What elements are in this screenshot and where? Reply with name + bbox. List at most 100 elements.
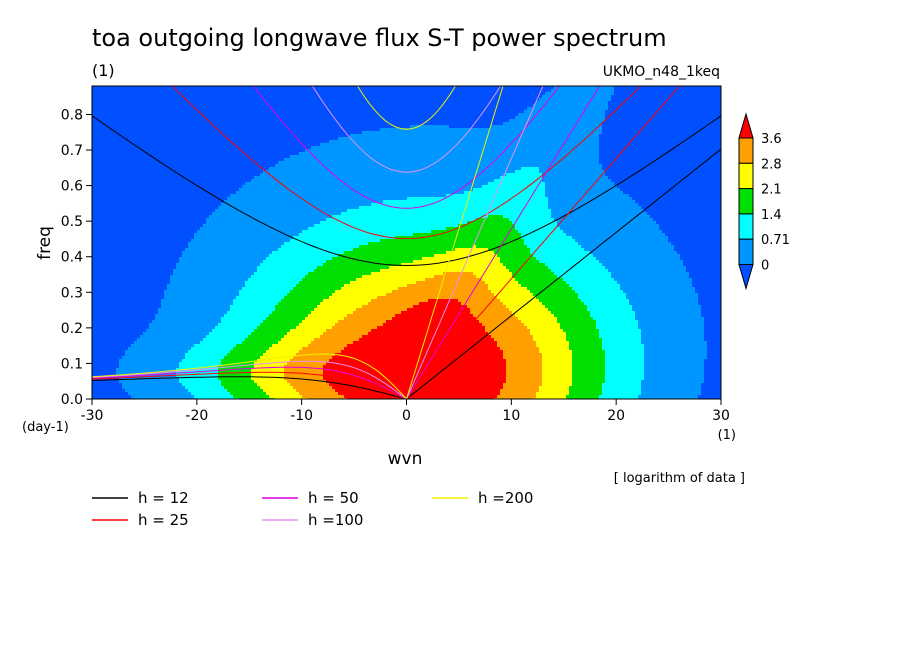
- contour-cell: [149, 122, 153, 126]
- contour-cell: [383, 137, 387, 141]
- contour-cell: [320, 86, 324, 90]
- contour-cell: [692, 89, 696, 93]
- contour-cell: [572, 113, 576, 117]
- contour-cell: [197, 89, 201, 93]
- contour-cell: [452, 152, 456, 156]
- contour-cell: [170, 107, 174, 111]
- contour-cell: [296, 107, 300, 111]
- contour-cell: [482, 149, 486, 153]
- contour-cell: [254, 143, 258, 147]
- contour-cell: [518, 122, 522, 126]
- contour-cell: [647, 146, 651, 150]
- contour-cell: [194, 125, 198, 129]
- contour-cell: [122, 113, 126, 117]
- contour-cell: [674, 122, 678, 126]
- contour-cell: [416, 104, 420, 108]
- contour-cell: [530, 152, 534, 156]
- contour-cell: [122, 140, 126, 144]
- contour-cell: [338, 92, 342, 96]
- contour-cell: [575, 137, 579, 141]
- contour-cell: [128, 131, 132, 135]
- contour-cell: [524, 128, 528, 132]
- contour-cell: [416, 137, 420, 141]
- contour-cell: [563, 125, 567, 129]
- contour-cell: [95, 110, 99, 114]
- contour-cell: [305, 149, 309, 153]
- contour-cell: [299, 119, 303, 123]
- contour-cell: [503, 113, 507, 117]
- contour-cell: [467, 122, 471, 126]
- contour-cell: [383, 104, 387, 108]
- contour-cell: [140, 140, 144, 144]
- contour-cell: [158, 146, 162, 150]
- contour-cell: [230, 137, 234, 141]
- contour-cell: [266, 89, 270, 93]
- contour-cell: [197, 101, 201, 105]
- contour-cell: [182, 107, 186, 111]
- contour-cell: [275, 155, 279, 159]
- contour-cell: [134, 137, 138, 141]
- contour-cell: [479, 107, 483, 111]
- contour-cell: [479, 110, 483, 114]
- contour-cell: [593, 125, 597, 129]
- contour-cell: [593, 152, 597, 156]
- contour-cell: [614, 149, 618, 153]
- contour-cell: [680, 131, 684, 135]
- contour-cell: [293, 92, 297, 96]
- contour-cell: [464, 119, 468, 123]
- contour-cell: [287, 116, 291, 120]
- contour-cell: [380, 128, 384, 132]
- contour-cell: [323, 86, 327, 90]
- contour-cell: [296, 95, 300, 99]
- contour-cell: [326, 95, 330, 99]
- contour-cell: [377, 134, 381, 138]
- contour-cell: [425, 107, 429, 111]
- contour-cell: [455, 122, 459, 126]
- contour-cell: [464, 146, 468, 150]
- contour-cell: [488, 143, 492, 147]
- contour-cell: [692, 113, 696, 117]
- contour-cell: [554, 95, 558, 99]
- contour-cell: [536, 119, 540, 123]
- contour-cell: [128, 116, 132, 120]
- contour-cell: [452, 113, 456, 117]
- contour-cell: [524, 155, 528, 159]
- contour-cell: [245, 95, 249, 99]
- contour-cell: [317, 98, 321, 102]
- contour-cell: [152, 155, 156, 159]
- contour-cell: [353, 110, 357, 114]
- contour-cell: [539, 143, 543, 147]
- contour-cell: [566, 119, 570, 123]
- contour-cell: [560, 107, 564, 111]
- contour-cell: [566, 104, 570, 108]
- contour-cell: [575, 107, 579, 111]
- contour-cell: [683, 146, 687, 150]
- contour-cell: [398, 116, 402, 120]
- contour-cell: [572, 98, 576, 102]
- contour-cell: [182, 89, 186, 93]
- contour-cell: [491, 140, 495, 144]
- contour-cell: [527, 101, 531, 105]
- contour-cell: [638, 104, 642, 108]
- contour-cell: [701, 92, 705, 96]
- contour-cell: [608, 89, 612, 93]
- contour-cell: [329, 116, 333, 120]
- contour-cell: [185, 122, 189, 126]
- contour-cell: [629, 116, 633, 120]
- contour-cell: [410, 119, 414, 123]
- contour-cell: [167, 131, 171, 135]
- contour-cell: [431, 107, 435, 111]
- contour-cell: [230, 155, 234, 159]
- contour-cell: [605, 143, 609, 147]
- contour-cell: [152, 146, 156, 150]
- contour-cell: [341, 107, 345, 111]
- contour-cell: [248, 104, 252, 108]
- contour-cell: [434, 107, 438, 111]
- contour-cell: [455, 113, 459, 117]
- contour-cell: [263, 89, 267, 93]
- contour-cell: [371, 146, 375, 150]
- contour-cell: [401, 98, 405, 102]
- contour-cell: [452, 137, 456, 141]
- contour-cell: [455, 119, 459, 123]
- contour-cell: [650, 137, 654, 141]
